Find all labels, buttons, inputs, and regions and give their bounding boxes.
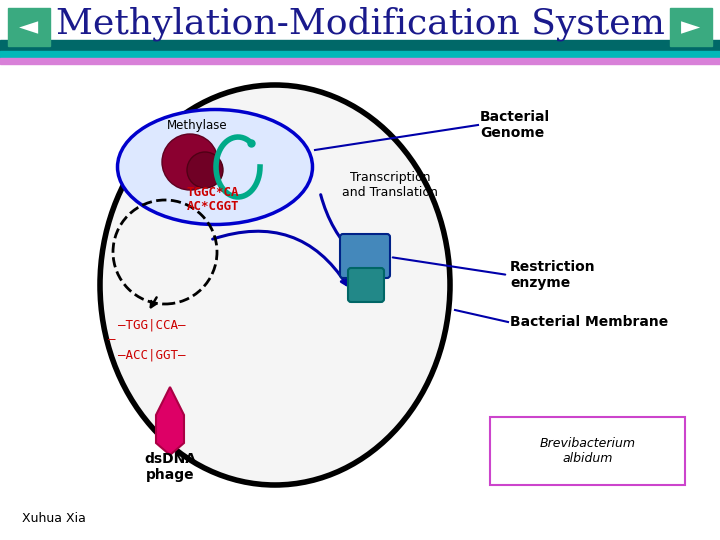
Bar <box>0 58 720 64</box>
Text: —TGG|CCA–: —TGG|CCA– <box>118 319 186 332</box>
Bar <box>8 8 50 46</box>
Text: TGGC*CA: TGGC*CA <box>186 186 239 199</box>
Text: Restriction
enzyme: Restriction enzyme <box>510 260 595 290</box>
Text: Methylation-Modification System: Methylation-Modification System <box>55 6 665 41</box>
Bar <box>0 51 720 59</box>
Circle shape <box>162 134 218 190</box>
Text: —ACC|GGT–: —ACC|GGT– <box>118 348 186 361</box>
Text: Bacterial
Genome: Bacterial Genome <box>480 110 550 140</box>
Text: ►: ► <box>681 15 701 39</box>
Bar <box>490 417 685 485</box>
Text: Methylase: Methylase <box>167 118 228 132</box>
Circle shape <box>187 152 223 188</box>
Ellipse shape <box>100 85 450 485</box>
Bar <box>0 40 720 52</box>
Polygon shape <box>156 387 184 455</box>
Text: Transcription
and Translation: Transcription and Translation <box>342 171 438 199</box>
Text: Xuhua Xia: Xuhua Xia <box>22 511 86 524</box>
FancyBboxPatch shape <box>348 268 384 302</box>
Text: Brevibacterium
albidum: Brevibacterium albidum <box>540 437 636 465</box>
Ellipse shape <box>117 110 312 225</box>
Text: dsDNA
phage: dsDNA phage <box>144 452 196 482</box>
Text: ◄: ◄ <box>19 15 39 39</box>
Text: —: — <box>108 334 115 347</box>
Bar <box>670 8 712 46</box>
FancyBboxPatch shape <box>340 234 390 278</box>
Text: AC*CGGT: AC*CGGT <box>186 200 239 213</box>
Text: Bacterial Membrane: Bacterial Membrane <box>510 315 668 329</box>
